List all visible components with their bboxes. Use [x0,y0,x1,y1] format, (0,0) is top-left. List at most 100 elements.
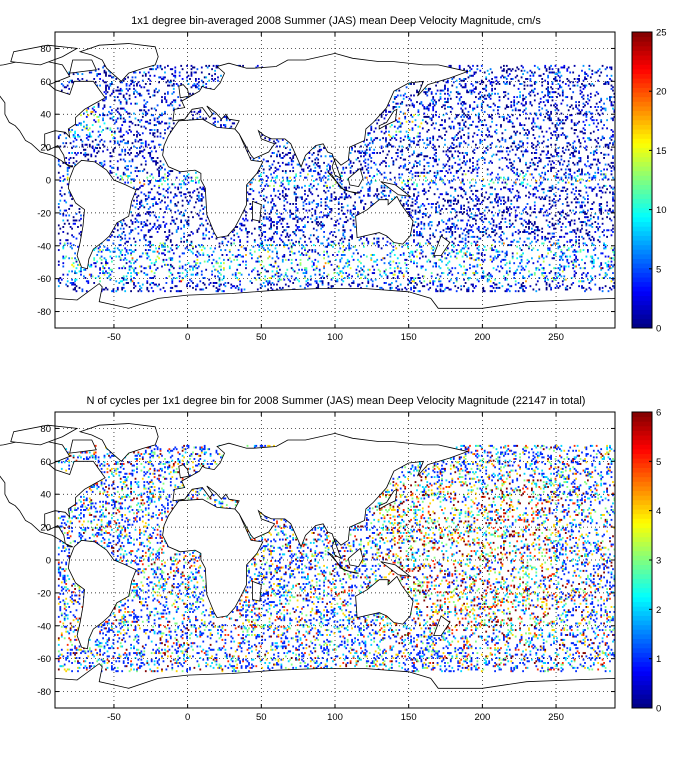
data-cell [513,272,516,275]
data-cell [551,244,554,247]
data-cell [395,247,398,250]
data-cell [146,257,149,260]
data-cell [370,201,373,204]
data-cell [407,245,409,248]
data-cell [119,239,122,242]
data-cell [281,258,284,261]
data-cell [432,232,435,235]
data-cell [276,145,278,148]
data-cell [432,138,435,141]
data-cell [435,265,437,268]
data-cell [274,260,277,263]
data-cell [159,165,162,168]
data-cell [391,145,393,148]
data-cell [442,229,445,232]
data-cell [102,143,104,146]
data-cell [575,178,577,181]
data-cell [427,183,430,186]
data-cell [581,280,583,283]
data-cell [309,191,312,194]
data-cell [315,221,318,224]
data-cell [533,232,536,235]
data-cell [449,235,452,238]
data-cell [461,219,464,222]
data-cell [492,153,495,156]
data-cell [610,247,613,250]
data-cell [94,155,97,158]
data-cell [184,219,187,222]
data-cell [510,203,513,205]
data-cell [295,214,297,217]
data-cell [491,171,493,174]
data-cell [167,196,169,199]
data-cell [346,262,349,265]
data-cell [421,203,424,205]
data-cell [146,288,149,291]
data-cell [501,138,504,141]
data-cell [230,237,233,240]
data-cell [606,204,608,207]
data-cell [584,262,586,265]
data-cell [607,143,610,146]
data-cell [535,152,538,154]
data-cell [548,208,551,210]
data-cell [283,145,286,148]
data-cell [130,229,132,232]
data-cell [346,204,349,207]
data-cell [479,263,482,266]
data-cell [547,252,549,255]
data-cell [610,229,613,232]
data-cell [208,231,211,233]
data-cell [150,227,153,230]
data-cell [143,235,146,238]
data-cell [485,232,488,235]
data-cell [165,206,168,209]
data-cell [251,270,253,273]
data-cell [59,277,62,279]
data-cell [560,229,563,232]
data-cell [545,255,548,258]
data-cell [389,143,392,146]
data-cell [522,277,524,279]
data-cell [489,135,492,138]
data-cell [72,244,75,247]
data-cell [78,232,81,235]
data-cell [368,147,371,150]
data-cell [551,280,554,283]
data-cell [554,143,557,146]
data-cell [224,285,227,288]
data-cell [190,240,193,243]
data-cell [242,217,244,220]
data-cell [128,148,131,151]
data-cell [305,209,308,212]
data-cell [482,286,485,289]
data-cell [472,208,474,210]
data-cell [582,286,585,289]
data-cell [483,138,486,141]
data-cell [65,201,68,204]
data-cell [137,188,140,191]
data-cell [370,138,373,141]
data-cell [370,180,373,182]
data-cell [80,217,82,220]
data-cell [348,277,351,279]
data-cell [336,278,339,281]
data-cell [240,224,243,227]
data-cell [236,277,239,279]
data-cell [280,217,283,220]
data-cell [158,245,160,248]
data-cell [144,222,147,225]
data-cell [391,272,393,275]
data-cell [567,176,570,179]
data-cell [545,219,548,222]
data-cell [592,237,595,240]
data-cell [149,153,152,156]
data-cell [321,242,324,245]
data-cell [469,224,471,227]
data-cell [175,176,178,179]
data-cell [337,222,340,225]
data-cell [500,199,502,202]
data-cell [389,242,392,245]
data-cell [503,186,505,189]
data-cell [547,278,549,281]
